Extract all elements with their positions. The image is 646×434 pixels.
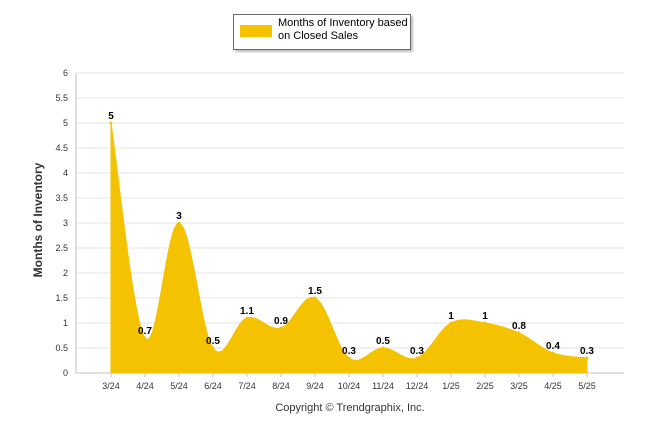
y-tick-label: 5.5 (55, 93, 68, 103)
y-tick-label: 5 (63, 118, 68, 128)
data-label: 0.5 (206, 336, 220, 347)
data-point (449, 321, 453, 325)
data-point (211, 346, 215, 350)
data-label: 3 (176, 211, 182, 222)
x-tick-label: 10/24 (338, 381, 361, 391)
data-label: 1.1 (240, 306, 254, 317)
x-tick-label: 11/24 (372, 381, 394, 391)
copyright-text: Copyright © Trendgraphix, Inc. (275, 402, 425, 414)
x-tick-label: 5/24 (170, 381, 188, 391)
data-point (381, 346, 385, 350)
x-tick-label: 12/24 (406, 381, 429, 391)
data-label: 1 (482, 311, 488, 322)
data-point (551, 351, 555, 355)
data-label: 1 (448, 311, 454, 322)
y-tick-label: 6 (63, 68, 68, 78)
series-area (110, 122, 588, 374)
x-tick-label: 7/24 (238, 381, 256, 391)
y-tick-label: 2 (63, 268, 68, 278)
y-tick-label: 4.5 (55, 143, 68, 153)
x-tick-label: 3/24 (102, 381, 120, 391)
legend-swatch (240, 25, 272, 37)
x-tick-label: 3/25 (510, 381, 528, 391)
data-label: 0.3 (580, 346, 594, 357)
x-tick-label: 6/24 (204, 381, 222, 391)
y-tick-label: 1.5 (55, 293, 68, 303)
data-point (585, 356, 589, 360)
legend-label: Months of Inventory based on Closed Sale… (278, 17, 408, 42)
data-point (245, 316, 249, 320)
x-tick-label: 8/24 (272, 381, 290, 391)
x-tick-label: 2/25 (476, 381, 494, 391)
y-axis-title: Months of Inventory (31, 162, 45, 277)
data-label: 0.5 (376, 336, 390, 347)
data-point (177, 221, 181, 225)
y-tick-label: 3 (63, 218, 68, 228)
data-point (143, 336, 147, 340)
y-tick-label: 4 (63, 168, 68, 178)
data-point (313, 296, 317, 300)
y-tick-label: 2.5 (55, 243, 68, 253)
chart-legend: Months of Inventory based on Closed Sale… (233, 14, 411, 50)
data-label: 0.8 (512, 321, 526, 332)
data-point (483, 321, 487, 325)
data-point (109, 121, 113, 125)
copyright-footer: Copyright © Trendgraphix, Inc. (0, 402, 646, 414)
x-tick-label: 5/25 (578, 381, 596, 391)
data-label: 0.3 (342, 346, 356, 357)
data-point (279, 326, 283, 330)
y-tick-label: 1 (63, 318, 68, 328)
data-label: 0.4 (546, 341, 560, 352)
y-tick-label: 3.5 (55, 193, 68, 203)
data-label: 0.3 (410, 346, 424, 357)
data-label: 0.9 (274, 316, 288, 327)
data-point (347, 356, 351, 360)
y-tick-label: 0.5 (55, 343, 68, 353)
data-label: 5 (108, 111, 114, 122)
data-point (415, 356, 419, 360)
y-tick-label: 0 (63, 368, 68, 378)
data-label: 1.5 (308, 286, 322, 297)
x-tick-label: 4/24 (136, 381, 154, 391)
data-label: 0.7 (138, 326, 152, 337)
x-tick-label: 4/25 (544, 381, 562, 391)
x-tick-label: 1/25 (442, 381, 460, 391)
x-tick-label: 9/24 (306, 381, 324, 391)
data-point (517, 331, 521, 335)
